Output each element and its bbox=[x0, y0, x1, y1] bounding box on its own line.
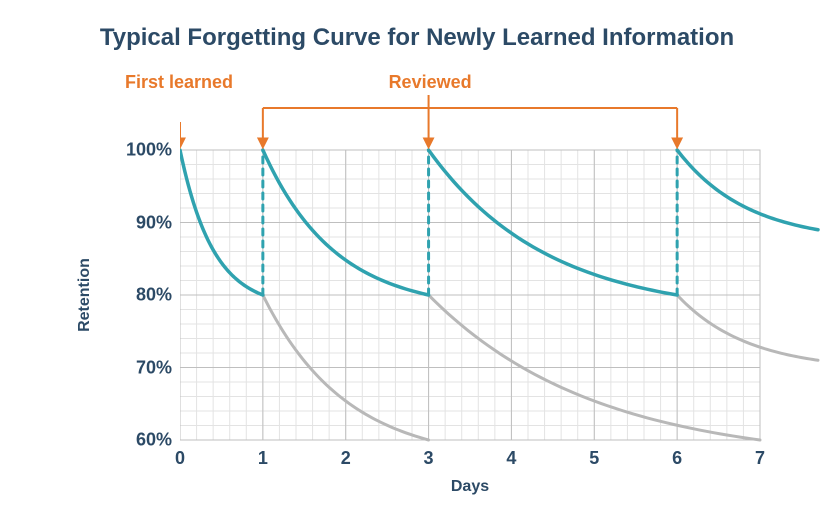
x-tick-label: 3 bbox=[424, 448, 434, 469]
x-tick-label: 4 bbox=[506, 448, 516, 469]
annotation-first-learned: First learned bbox=[125, 72, 233, 93]
chart-title: Typical Forgetting Curve for Newly Learn… bbox=[0, 24, 834, 52]
chart-plot bbox=[180, 95, 825, 442]
x-tick-label: 2 bbox=[341, 448, 351, 469]
y-tick-label: 80% bbox=[116, 285, 172, 306]
y-tick-label: 60% bbox=[116, 430, 172, 451]
y-tick-label: 90% bbox=[116, 212, 172, 233]
y-axis-label: Retention bbox=[76, 258, 94, 332]
y-tick-label: 70% bbox=[116, 357, 172, 378]
x-tick-label: 6 bbox=[672, 448, 682, 469]
x-axis-label: Days bbox=[451, 478, 489, 496]
x-tick-label: 0 bbox=[175, 448, 185, 469]
y-tick-label: 100% bbox=[116, 140, 172, 161]
annotation-reviewed: Reviewed bbox=[389, 72, 472, 93]
x-tick-label: 1 bbox=[258, 448, 268, 469]
chart-container: { "chart": { "type": "line", "title": "T… bbox=[0, 0, 834, 532]
x-tick-label: 5 bbox=[589, 448, 599, 469]
x-tick-label: 7 bbox=[755, 448, 765, 469]
